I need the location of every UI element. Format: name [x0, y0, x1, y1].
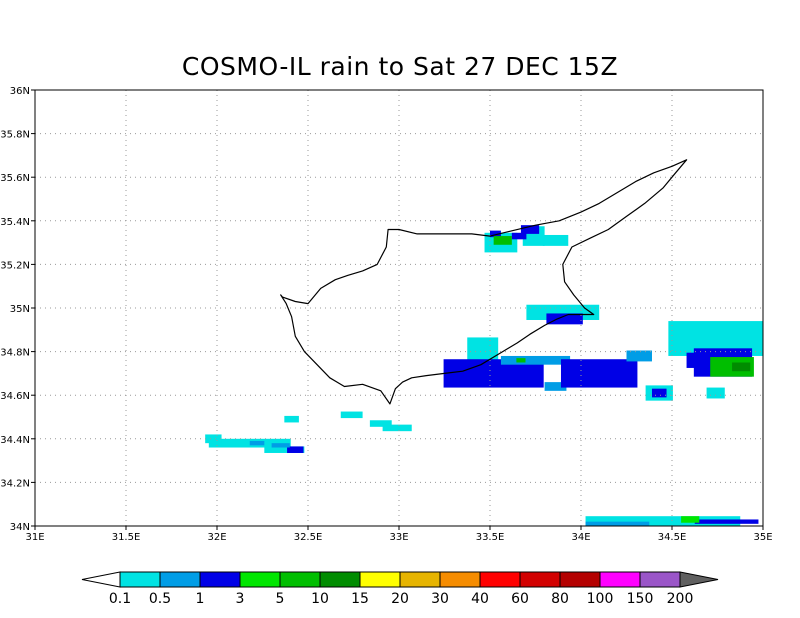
rain-cell — [249, 440, 265, 446]
rain-cell — [493, 236, 512, 245]
colorbar-swatch — [639, 571, 681, 588]
rain-cell — [340, 411, 363, 419]
rain-cell — [560, 359, 638, 388]
x-tick-label: 35E — [753, 532, 772, 543]
rain-cell — [264, 446, 305, 453]
rain-cell — [287, 446, 304, 453]
y-tick-label: 35.2N — [0, 260, 30, 271]
lat-lon-grid — [35, 90, 763, 526]
x-tick-label: 34E — [571, 532, 590, 543]
coastline-cyprus — [280, 159, 688, 405]
colorbar-label: 200 — [667, 591, 694, 607]
colorbar-swatch — [159, 571, 201, 588]
rain-cell — [205, 434, 222, 444]
rain-cell — [490, 230, 501, 238]
colorbar-label: 3 — [236, 591, 245, 607]
y-tick-label: 34.4N — [0, 435, 30, 446]
colorbar-swatch — [479, 571, 521, 588]
colorbar-swatch — [439, 571, 481, 588]
cyprus-coastline — [280, 159, 688, 405]
rain-overlay — [205, 225, 763, 526]
x-tick-label: 33.5E — [476, 532, 505, 543]
map-title: COSMO-IL rain to Sat 27 DEC 15Z — [181, 52, 619, 81]
y-tick-label: 35.6N — [0, 173, 30, 184]
colorbar-label: 0.1 — [109, 591, 131, 607]
rain-cell — [284, 415, 299, 423]
colorbar-legend: 0.1 0.5 1 3 5 10 15 20 30 40 60 80 100 150 200 — [81, 571, 719, 607]
x-tick-label: 32E — [207, 532, 226, 543]
rain-cell — [516, 358, 526, 363]
colorbar-swatch — [399, 571, 441, 588]
rain-cell — [694, 519, 759, 524]
y-tick-label: 35.8N — [0, 130, 30, 141]
colorbar-low-arrow — [81, 571, 121, 588]
y-tick-label: 35N — [10, 304, 30, 315]
rain-cell — [544, 382, 567, 391]
y-tick-label: 35.4N — [0, 217, 30, 228]
colorbar-swatch — [559, 571, 601, 588]
colorbar-swatch — [199, 571, 241, 588]
colorbar-swatch — [599, 571, 641, 588]
colorbar-swatch — [319, 571, 361, 588]
rain-cell — [500, 355, 571, 365]
rain-cell — [585, 516, 741, 526]
colorbar-label: 0.5 — [149, 591, 171, 607]
axis-labels: 31E 31.5E 32E 32.5E 33E 33.5E 34E 34.5E 35E 34N 34… — [0, 86, 772, 543]
rain-cell — [585, 521, 650, 526]
colorbar-high-arrow — [679, 571, 719, 588]
x-tick-label: 34.5E — [658, 532, 687, 543]
y-tick-label: 34.8N — [0, 348, 30, 359]
x-tick-label: 31.5E — [112, 532, 141, 543]
colorbar-label: 30 — [431, 591, 449, 607]
colorbar-label: 5 — [276, 591, 285, 607]
colorbar-label: 150 — [627, 591, 654, 607]
rain-cell — [706, 387, 725, 399]
x-tick-label: 31E — [25, 532, 44, 543]
y-tick-label: 34N — [10, 522, 30, 533]
colorbar-label: 60 — [511, 591, 529, 607]
x-tick-label: 32.5E — [294, 532, 323, 543]
colorbar-label: 100 — [587, 591, 614, 607]
x-tick-label: 33E — [389, 532, 408, 543]
rain-cell — [681, 516, 700, 523]
colorbar-label: 20 — [391, 591, 409, 607]
rain-cell — [542, 234, 569, 246]
y-tick-label: 34.6N — [0, 391, 30, 402]
colorbar-label: 40 — [471, 591, 489, 607]
rain-cell — [271, 443, 290, 448]
colorbar-label: 10 — [311, 591, 329, 607]
rain-cell — [626, 350, 652, 362]
rain-cell — [369, 420, 392, 427]
colorbar-swatch — [239, 571, 281, 588]
colorbar-label: 1 — [196, 591, 205, 607]
colorbar-label: 80 — [551, 591, 569, 607]
colorbar-swatch — [359, 571, 401, 588]
colorbar-swatch — [279, 571, 321, 588]
rain-cell — [732, 362, 751, 372]
colorbar-swatch — [519, 571, 561, 588]
colorbar-swatch — [119, 571, 161, 588]
rain-cell — [651, 388, 667, 398]
rain-cell — [546, 313, 583, 325]
rain-cell — [520, 225, 540, 234]
y-tick-label: 36N — [10, 86, 30, 97]
rain-cell — [382, 424, 412, 432]
y-tick-label: 34.2N — [0, 478, 30, 489]
colorbar-label: 15 — [351, 591, 369, 607]
rain-cell — [511, 232, 527, 240]
rain-cell — [710, 357, 754, 377]
